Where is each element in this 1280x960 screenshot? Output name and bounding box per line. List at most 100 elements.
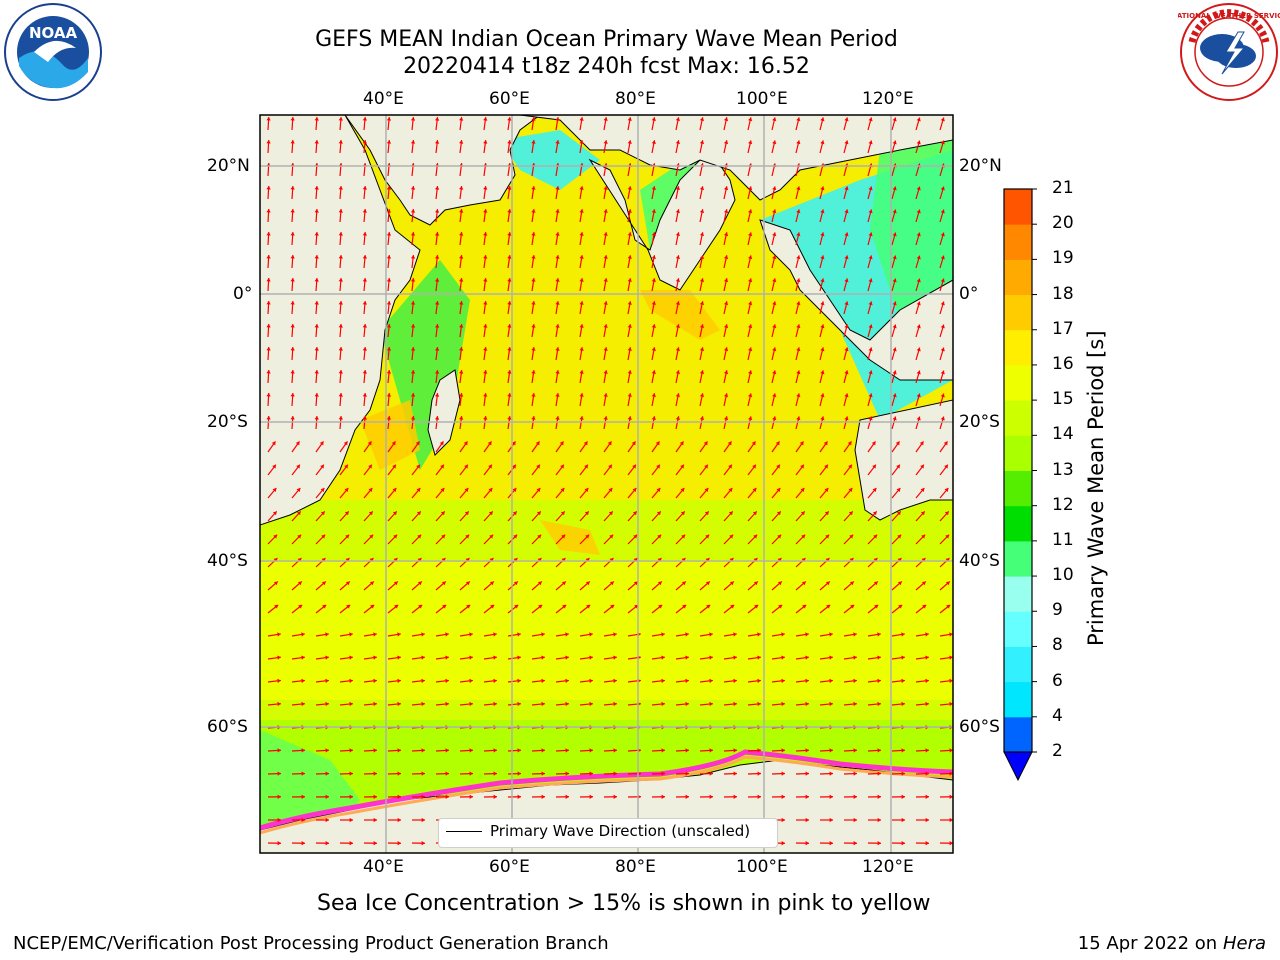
wave-arrow-641 <box>339 632 353 637</box>
wave-arrow-52 <box>819 140 825 154</box>
wave-arrow-14 <box>603 117 608 131</box>
wave-arrow-90 <box>338 185 343 200</box>
wave-arrow-669 <box>315 655 329 660</box>
wave-arrow-450 <box>627 464 637 476</box>
wave-arrow-606 <box>891 581 903 591</box>
wave-arrow-372 <box>843 393 849 407</box>
wave-arrow-903 <box>363 841 378 846</box>
wave-arrow-291 <box>290 346 295 361</box>
wave-arrow-795 <box>555 748 570 753</box>
wave-arrow-304 <box>603 347 608 361</box>
wave-arrow-374 <box>891 393 897 407</box>
wave-arrow-743 <box>699 701 713 707</box>
wave-arrow-720 <box>843 678 857 683</box>
wave-arrow-499 <box>411 510 422 522</box>
wave-arrow-731 <box>411 701 425 707</box>
wave-arrow-656 <box>699 632 713 637</box>
wave-arrow-676 <box>483 655 497 660</box>
colorbar-segment-10 <box>1004 364 1032 401</box>
wave-arrow-279 <box>699 324 705 338</box>
wave-arrow-26 <box>891 117 897 131</box>
wave-arrow-667 <box>267 655 281 660</box>
wave-arrow-608 <box>939 581 951 591</box>
colorbar-tick-16: 16 <box>1052 353 1074 374</box>
wave-arrow-49 <box>747 140 753 154</box>
wave-arrow-526 <box>363 534 374 545</box>
colorbar-tick-17: 17 <box>1052 318 1074 339</box>
wave-arrow-43 <box>603 140 608 154</box>
wave-arrow-294 <box>362 346 368 361</box>
wave-arrow-593 <box>579 581 591 591</box>
wave-arrow-462 <box>915 464 925 476</box>
wave-arrow-201 <box>915 255 921 269</box>
wave-arrow-144 <box>939 209 945 223</box>
wave-arrow-542 <box>747 534 758 545</box>
wave-arrow-168 <box>819 232 825 246</box>
wave-arrow-177 <box>338 254 343 269</box>
wave-arrow-362 <box>603 393 608 407</box>
wave-arrow-850 <box>483 794 498 799</box>
wave-arrow-725 <box>267 701 281 707</box>
wave-arrow-921 <box>795 841 810 846</box>
wave-arrow-89 <box>314 185 319 200</box>
wave-arrow-489 <box>867 487 877 499</box>
wave-arrow-326 <box>434 370 440 384</box>
wave-arrow-530 <box>459 534 470 545</box>
wave-arrow-111 <box>843 186 849 200</box>
wave-arrow-590 <box>507 581 519 591</box>
wave-arrow-190 <box>651 255 656 269</box>
wave-arrow-360 <box>555 393 560 407</box>
wave-arrow-506 <box>579 510 590 522</box>
wave-arrow-586 <box>411 581 423 591</box>
wave-arrow-203 <box>266 277 271 292</box>
wave-arrow-580 <box>267 581 279 591</box>
wave-arrow-418 <box>555 441 564 453</box>
colorbar-segment-9 <box>1004 400 1032 436</box>
wave-arrow-408 <box>315 441 324 453</box>
wave-arrow-247 <box>627 301 632 315</box>
wave-arrow-603 <box>819 581 831 591</box>
wave-arrow-319 <box>266 369 271 384</box>
wave-arrow-375 <box>915 393 921 407</box>
wave-arrow-789 <box>411 748 426 753</box>
wave-arrow-228 <box>867 278 873 292</box>
wave-arrow-679 <box>555 655 569 660</box>
wave-arrow-525 <box>339 534 350 545</box>
wave-arrow-410 <box>363 441 372 453</box>
colorbar-segment-7 <box>1004 470 1032 507</box>
wave-arrow-348 <box>266 392 271 407</box>
wave-arrow-423 <box>675 441 684 453</box>
wave-arrow-149 <box>362 231 368 246</box>
wave-arrow-826 <box>603 771 618 776</box>
wave-arrow-312 <box>795 347 801 361</box>
wave-arrow-273 <box>555 324 560 338</box>
chart-subtitle: 20220414 t18z 240h fcst Max: 16.52 <box>403 54 810 79</box>
wave-arrow-359 <box>531 393 536 407</box>
wave-arrow-892 <box>796 817 809 823</box>
wave-arrow-194 <box>747 255 753 269</box>
wave-arrow-811 <box>939 748 953 753</box>
wave-arrow-220 <box>675 278 681 292</box>
wave-arrow-719 <box>819 678 833 683</box>
wave-arrow-843 <box>315 794 330 799</box>
wave-arrow-821 <box>483 771 498 776</box>
land-polygon-0 <box>260 115 541 226</box>
wave-arrow-505 <box>555 510 566 522</box>
wave-arrow-723 <box>915 678 929 683</box>
wave-arrow-317 <box>915 347 921 361</box>
wave-arrow-272 <box>531 324 536 338</box>
wave-arrow-96 <box>483 186 488 200</box>
wave-arrow-502 <box>483 510 494 522</box>
wave-arrow-282 <box>771 324 777 338</box>
wave-arrow-548 <box>891 534 902 545</box>
footer-host: Hera <box>1222 933 1266 954</box>
wave-arrow-171 <box>891 232 897 246</box>
wave-arrow-411 <box>387 441 396 453</box>
wave-arrow-122 <box>410 209 416 223</box>
wave-arrow-724 <box>939 678 953 683</box>
wave-arrow-120 <box>362 208 368 223</box>
wave-arrow-639 <box>291 632 305 637</box>
wave-arrow-116 <box>266 208 271 223</box>
wave-arrow-197 <box>819 255 825 269</box>
wave-arrow-420 <box>603 441 612 453</box>
